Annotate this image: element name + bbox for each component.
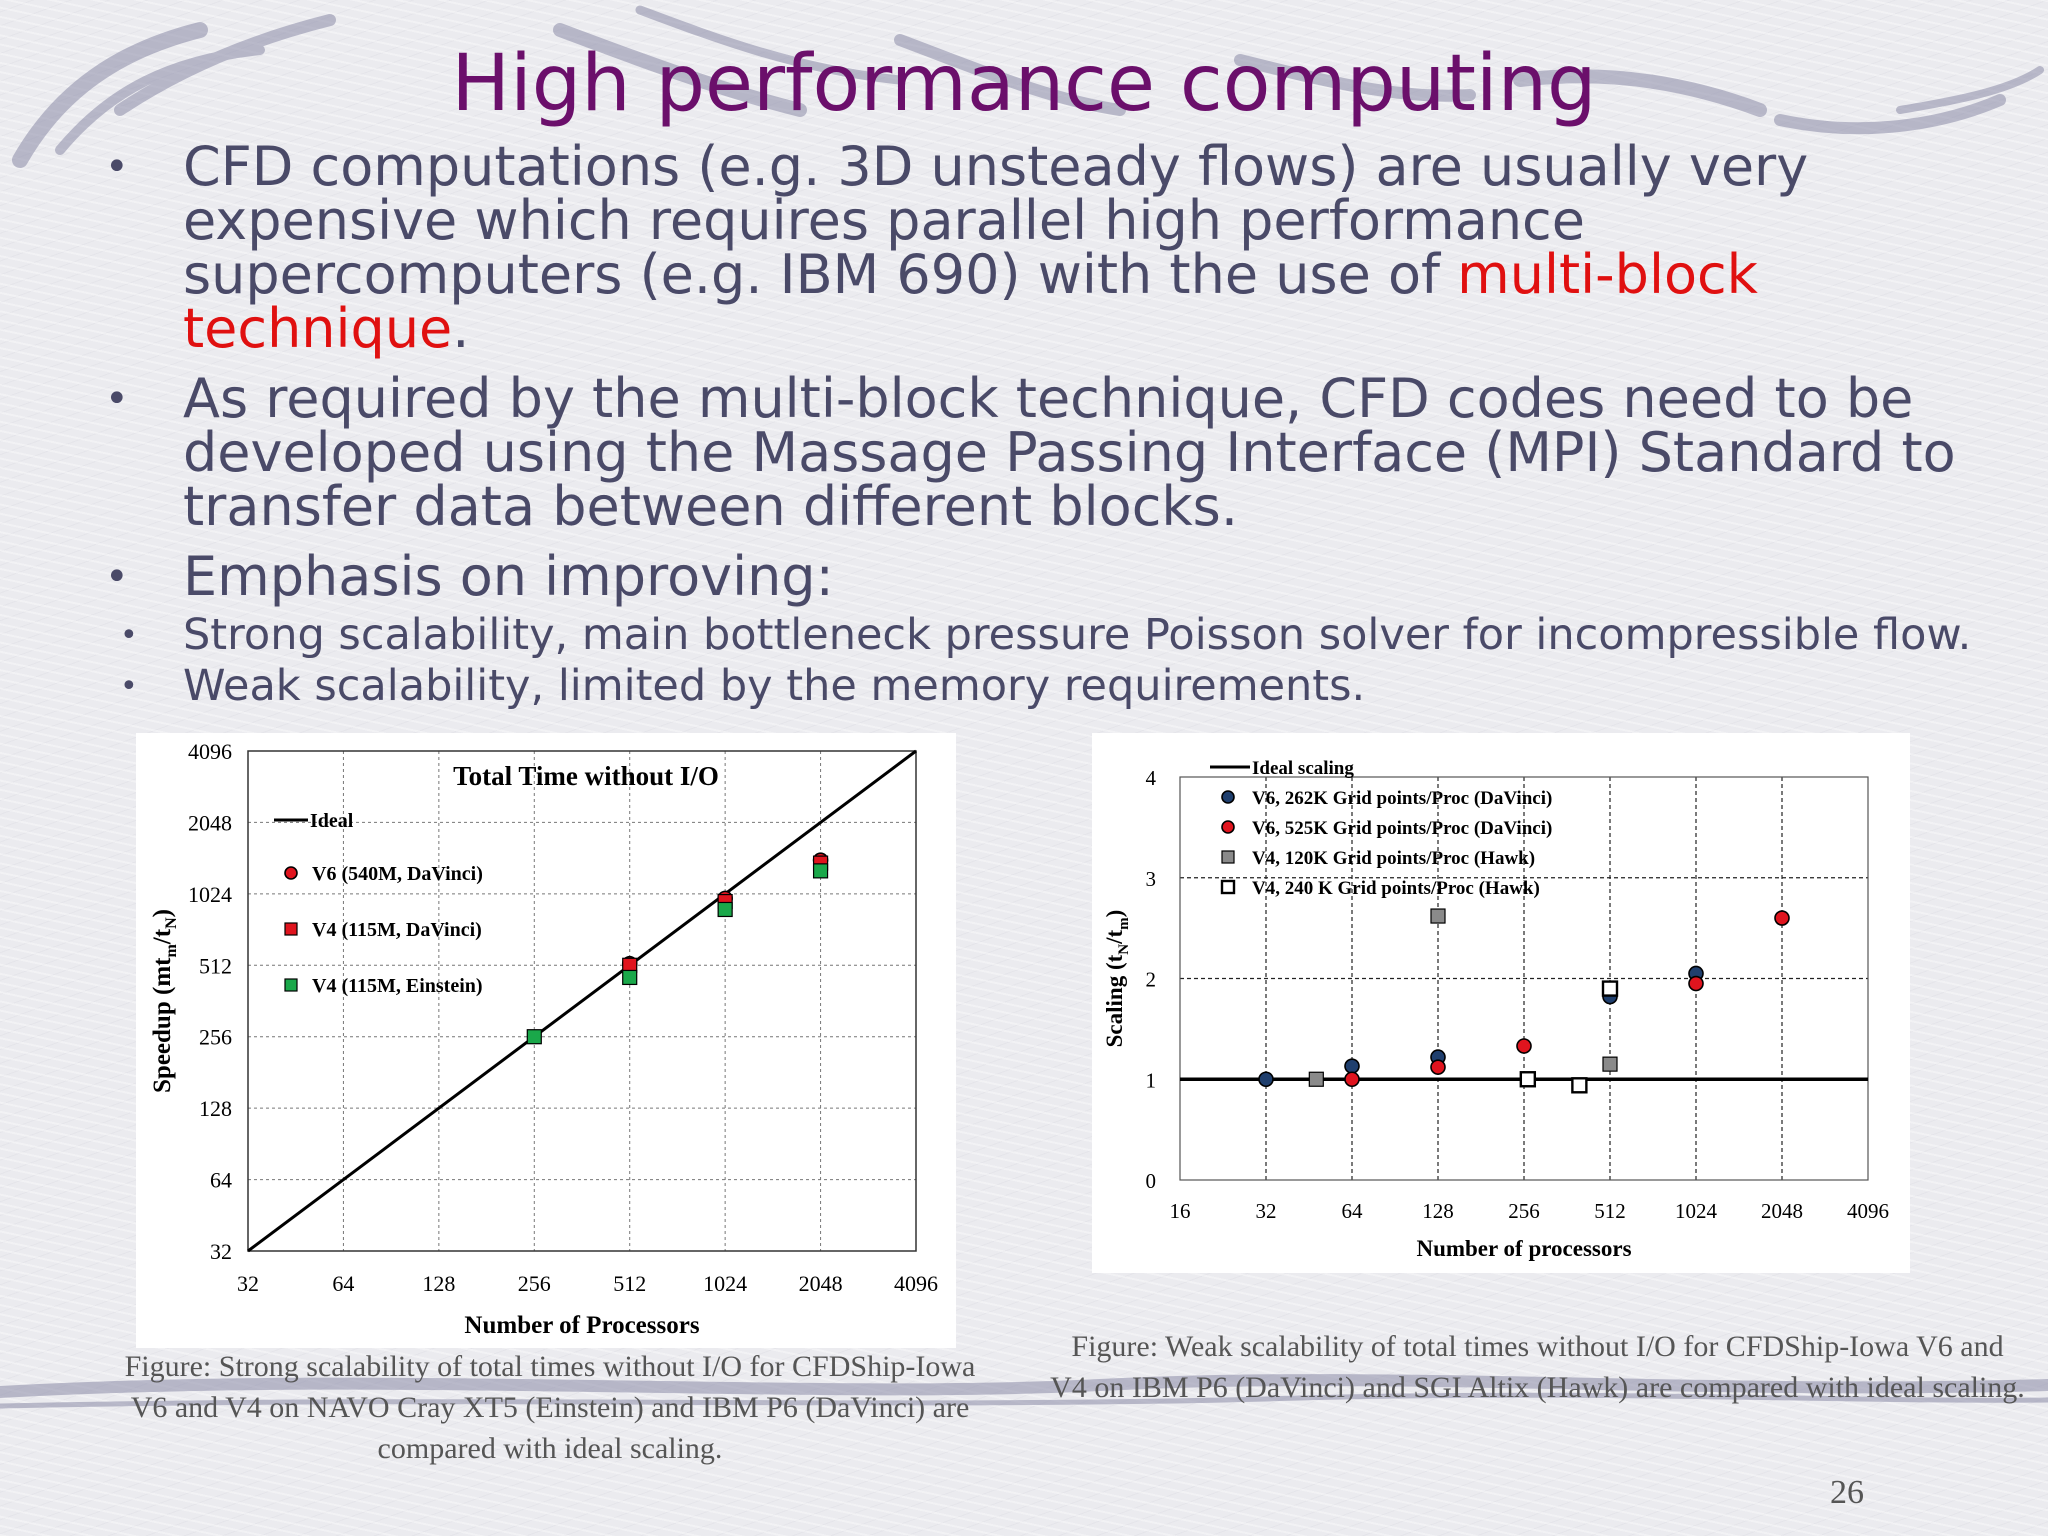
bullet-text-end: . xyxy=(452,297,470,360)
x-tick-label: 64 xyxy=(332,1271,354,1296)
x-tick-label: 32 xyxy=(1256,1199,1277,1223)
legend-marker xyxy=(284,978,298,992)
data-point xyxy=(1688,975,1704,992)
legend-label: V6, 262K Grid points/Proc (DaVinci) xyxy=(1252,788,1552,809)
y-axis-label: Speedup (mtm/tN) xyxy=(149,909,180,1093)
y-tick-label: 2048 xyxy=(188,810,232,835)
x-tick-label: 256 xyxy=(1508,1199,1540,1223)
x-tick-label: 2048 xyxy=(1761,1199,1803,1223)
data-point xyxy=(1344,1071,1360,1088)
weak-scaling-chart-panel: 16 32 64 128 256 512 1024 2048 4096 0 1 2 3 4 Ideal sc… xyxy=(1092,733,1910,1273)
x-tick-label: 1024 xyxy=(1675,1199,1718,1223)
bullet-text: CFD computations (e.g. 3D unsteady flows… xyxy=(183,135,1809,306)
y-tick-label: 32 xyxy=(210,1239,232,1264)
sub-bullet-text: Weak scalability, limited by the memory … xyxy=(183,661,1366,711)
data-point xyxy=(1601,980,1619,997)
x-tick-label: 4096 xyxy=(1847,1199,1889,1223)
slide-title: High performance computing xyxy=(451,39,1597,129)
data-point xyxy=(526,1029,542,1045)
bullet-text: As required by the multi-block technique… xyxy=(183,367,1956,538)
bullet-dot-icon: • xyxy=(105,144,129,190)
y-tick-label: 64 xyxy=(210,1168,232,1193)
bullet-item: • Emphasis on improving: xyxy=(105,550,1985,604)
legend-label: V6, 525K Grid points/Proc (DaVinci) xyxy=(1252,818,1552,839)
legend-marker xyxy=(1221,850,1235,864)
page-number: 26 xyxy=(1830,1474,1864,1511)
data-point xyxy=(1774,910,1790,926)
y-tick-label: 4 xyxy=(1146,766,1157,790)
bullet-item: • As required by the multi-block techniq… xyxy=(105,372,1985,534)
y-tick-label: 1024 xyxy=(188,882,232,907)
sub-bullet-dot-icon: • xyxy=(120,618,138,653)
data-point xyxy=(1308,1071,1324,1087)
bullet-item: • CFD computations (e.g. 3D unsteady flo… xyxy=(105,140,1985,356)
strong-scaling-chart-panel: 32 64 128 256 512 1024 2048 4096 32 64 128 256 512 10… xyxy=(136,733,956,1348)
y-tick-label: 0 xyxy=(1146,1169,1157,1193)
y-tick-label: 256 xyxy=(199,1025,232,1050)
plot-frame xyxy=(247,750,917,1252)
legend-label: V4, 240 K Grid points/Proc (Hawk) xyxy=(1252,878,1540,899)
y-axis-label: Scaling (tN/tm) xyxy=(1102,910,1132,1048)
bullet-text: Emphasis on improving: xyxy=(183,545,834,608)
bullet-list: • CFD computations (e.g. 3D unsteady flo… xyxy=(105,140,1985,716)
ideal-line xyxy=(247,749,917,1253)
legend-label: V4, 120K Grid points/Proc (Hawk) xyxy=(1252,848,1535,869)
sub-bullet-item: • Weak scalability, limited by the memor… xyxy=(15,665,1985,708)
y-tick-label: 3 xyxy=(1146,867,1157,891)
bullet-highlight: multi-block technique xyxy=(183,243,1758,360)
chart-title: Total Time without I/O xyxy=(453,761,719,791)
left-figure-caption: Figure: Strong scalability of total time… xyxy=(124,1350,976,1465)
x-tick-label: 1024 xyxy=(703,1271,747,1296)
legend-marker xyxy=(284,866,298,880)
weak-scaling-chart: 16 32 64 128 256 512 1024 2048 4096 0 1 2 3 4 Ideal sc… xyxy=(1102,758,1889,1261)
x-tick-label: 512 xyxy=(613,1271,646,1296)
y-tick-label: 1 xyxy=(1146,1068,1157,1092)
strong-scaling-chart: 32 64 128 256 512 1024 2048 4096 32 64 128 256 512 10… xyxy=(149,739,938,1339)
sub-bullet-item: • Strong scalability, main bottleneck pr… xyxy=(15,614,1985,657)
data-point xyxy=(1430,1059,1446,1075)
legend-label: Ideal xyxy=(310,810,354,832)
data-point xyxy=(1519,1071,1537,1088)
bullet-dot-icon: • xyxy=(105,376,129,422)
x-tick-label: 512 xyxy=(1594,1199,1626,1223)
plot-frame xyxy=(1179,776,1869,1181)
x-tick-label: 32 xyxy=(237,1271,259,1296)
x-tick-label: 2048 xyxy=(799,1271,843,1296)
data-point xyxy=(717,901,733,918)
data-point xyxy=(1602,1056,1618,1072)
data-point xyxy=(1516,1038,1532,1054)
right-figure-caption: Figure: Weak scalability of total times … xyxy=(1050,1330,2025,1404)
legend-marker xyxy=(1221,790,1235,804)
legend-marker xyxy=(1221,820,1235,834)
y-tick-label: 4096 xyxy=(188,739,232,764)
bullet-dot-icon: • xyxy=(105,554,129,600)
y-tick-label: 128 xyxy=(199,1096,232,1121)
data-point xyxy=(1344,1058,1360,1074)
data-point xyxy=(622,969,638,986)
legend-label: Ideal scaling xyxy=(1252,758,1354,779)
x-tick-label: 64 xyxy=(1342,1199,1364,1223)
data-point xyxy=(1430,908,1446,924)
y-tick-label: 512 xyxy=(199,953,232,978)
x-tick-label: 256 xyxy=(518,1271,551,1296)
legend-label: V4 (115M, Einstein) xyxy=(312,975,483,997)
legend-marker xyxy=(284,922,298,936)
legend-marker xyxy=(1220,879,1236,895)
sub-bullet-text: Strong scalability, main bottleneck pres… xyxy=(183,610,1972,660)
x-tick-label: 128 xyxy=(422,1271,455,1296)
data-point xyxy=(812,863,829,879)
x-axis-label: Number of processors xyxy=(1416,1236,1631,1261)
x-axis-label: Number of Processors xyxy=(464,1312,699,1339)
x-tick-label: 4096 xyxy=(894,1271,938,1296)
y-tick-label: 2 xyxy=(1146,968,1157,992)
data-point xyxy=(1258,1071,1274,1088)
x-tick-label: 16 xyxy=(1170,1199,1191,1223)
legend-label: V4 (115M, DaVinci) xyxy=(312,919,482,941)
sub-bullet-dot-icon: • xyxy=(120,669,138,704)
x-tick-label: 128 xyxy=(1422,1199,1454,1223)
legend-label: V6 (540M, DaVinci) xyxy=(312,863,483,885)
data-point xyxy=(1571,1077,1588,1094)
